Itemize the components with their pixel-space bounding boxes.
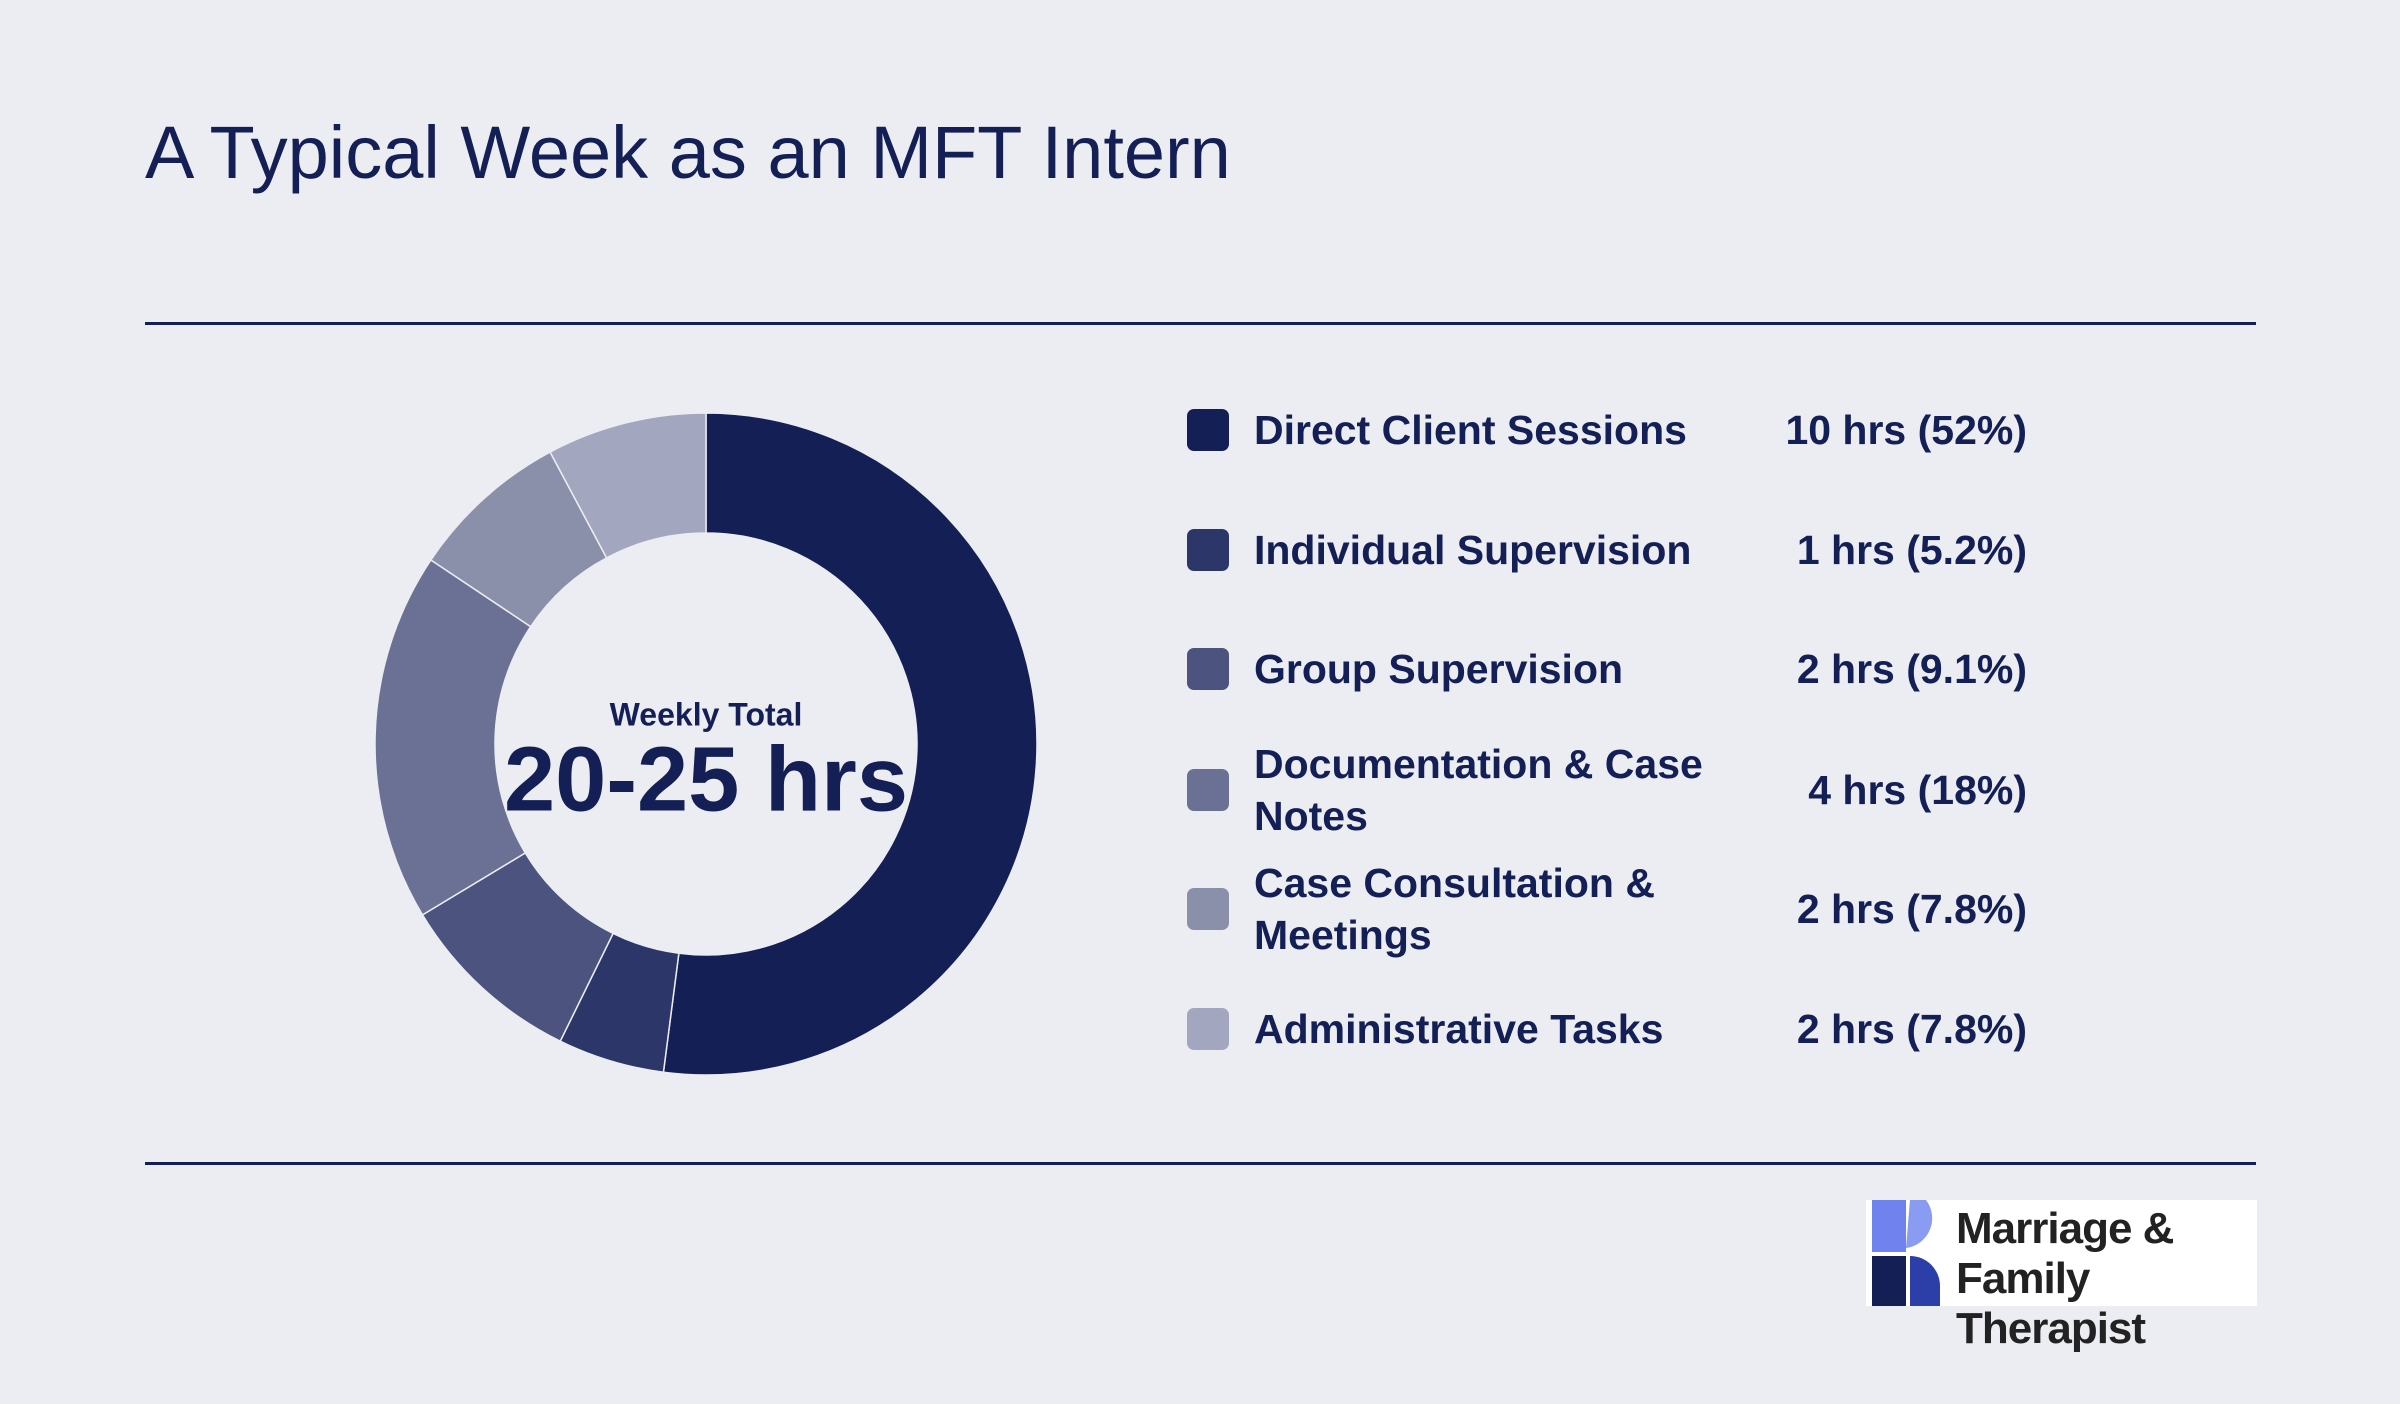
legend-item: Documentation & Case Notes 4 hrs (18%) bbox=[1187, 735, 2027, 845]
legend-swatch bbox=[1187, 1008, 1229, 1050]
value-label: 1 hrs (5.2%) bbox=[1796, 527, 2027, 573]
logo-icon bbox=[1872, 1200, 1940, 1306]
legend-swatch bbox=[1187, 648, 1229, 690]
legend-item: Individual Supervision 1 hrs (5.2%) bbox=[1187, 495, 2027, 605]
legend-item: Group Supervision 2 hrs (9.1%) bbox=[1187, 614, 2027, 724]
logo-line: Marriage & Family bbox=[1956, 1204, 2174, 1303]
legend-item: Administrative Tasks 2 hrs (7.8%) bbox=[1187, 974, 2027, 1084]
divider bbox=[145, 1162, 2256, 1165]
legend-label: Individual Supervision bbox=[1254, 527, 1692, 573]
center-value: 20-25 hrs bbox=[504, 728, 908, 830]
donut-slice bbox=[549, 412, 707, 559]
legend-item: Case Consultation & Meetings 2 hrs (7.8%) bbox=[1187, 854, 2027, 964]
donut-chart: Weekly Total 20-25 hrs bbox=[374, 412, 1038, 1076]
divider bbox=[145, 322, 2256, 325]
legend-swatch bbox=[1187, 888, 1229, 930]
logo-line: Therapist bbox=[1956, 1304, 2146, 1353]
value-label: 2 hrs (9.1%) bbox=[1796, 646, 2027, 692]
logo-text: Marriage & Family Therapist bbox=[1956, 1204, 2257, 1354]
value-label: 10 hrs (52%) bbox=[1785, 407, 2027, 453]
logo: Marriage & Family Therapist bbox=[1866, 1200, 2257, 1353]
legend-swatch bbox=[1187, 529, 1229, 571]
legend-label: Documentation & Case Notes bbox=[1254, 741, 1703, 839]
legend-label: Case Consultation & Meetings bbox=[1254, 860, 1655, 958]
legend-swatch bbox=[1187, 769, 1229, 811]
value-label: 4 hrs (18%) bbox=[1808, 767, 2027, 813]
donut-slice bbox=[374, 558, 532, 916]
value-label: 2 hrs (7.8%) bbox=[1796, 1006, 2027, 1052]
legend-label: Direct Client Sessions bbox=[1254, 407, 1687, 453]
legend-label: Group Supervision bbox=[1254, 646, 1624, 692]
legend-label: Administrative Tasks bbox=[1254, 1006, 1664, 1052]
legend-swatch bbox=[1187, 409, 1229, 451]
value-label: 2 hrs (7.8%) bbox=[1796, 886, 2027, 932]
center-label: Weekly Total bbox=[610, 696, 803, 732]
chart-title: A Typical Week as an MFT Intern bbox=[145, 111, 1231, 194]
donut-slice bbox=[662, 412, 1038, 1076]
legend-item: Direct Client Sessions 10 hrs (52%) bbox=[1187, 375, 2027, 485]
